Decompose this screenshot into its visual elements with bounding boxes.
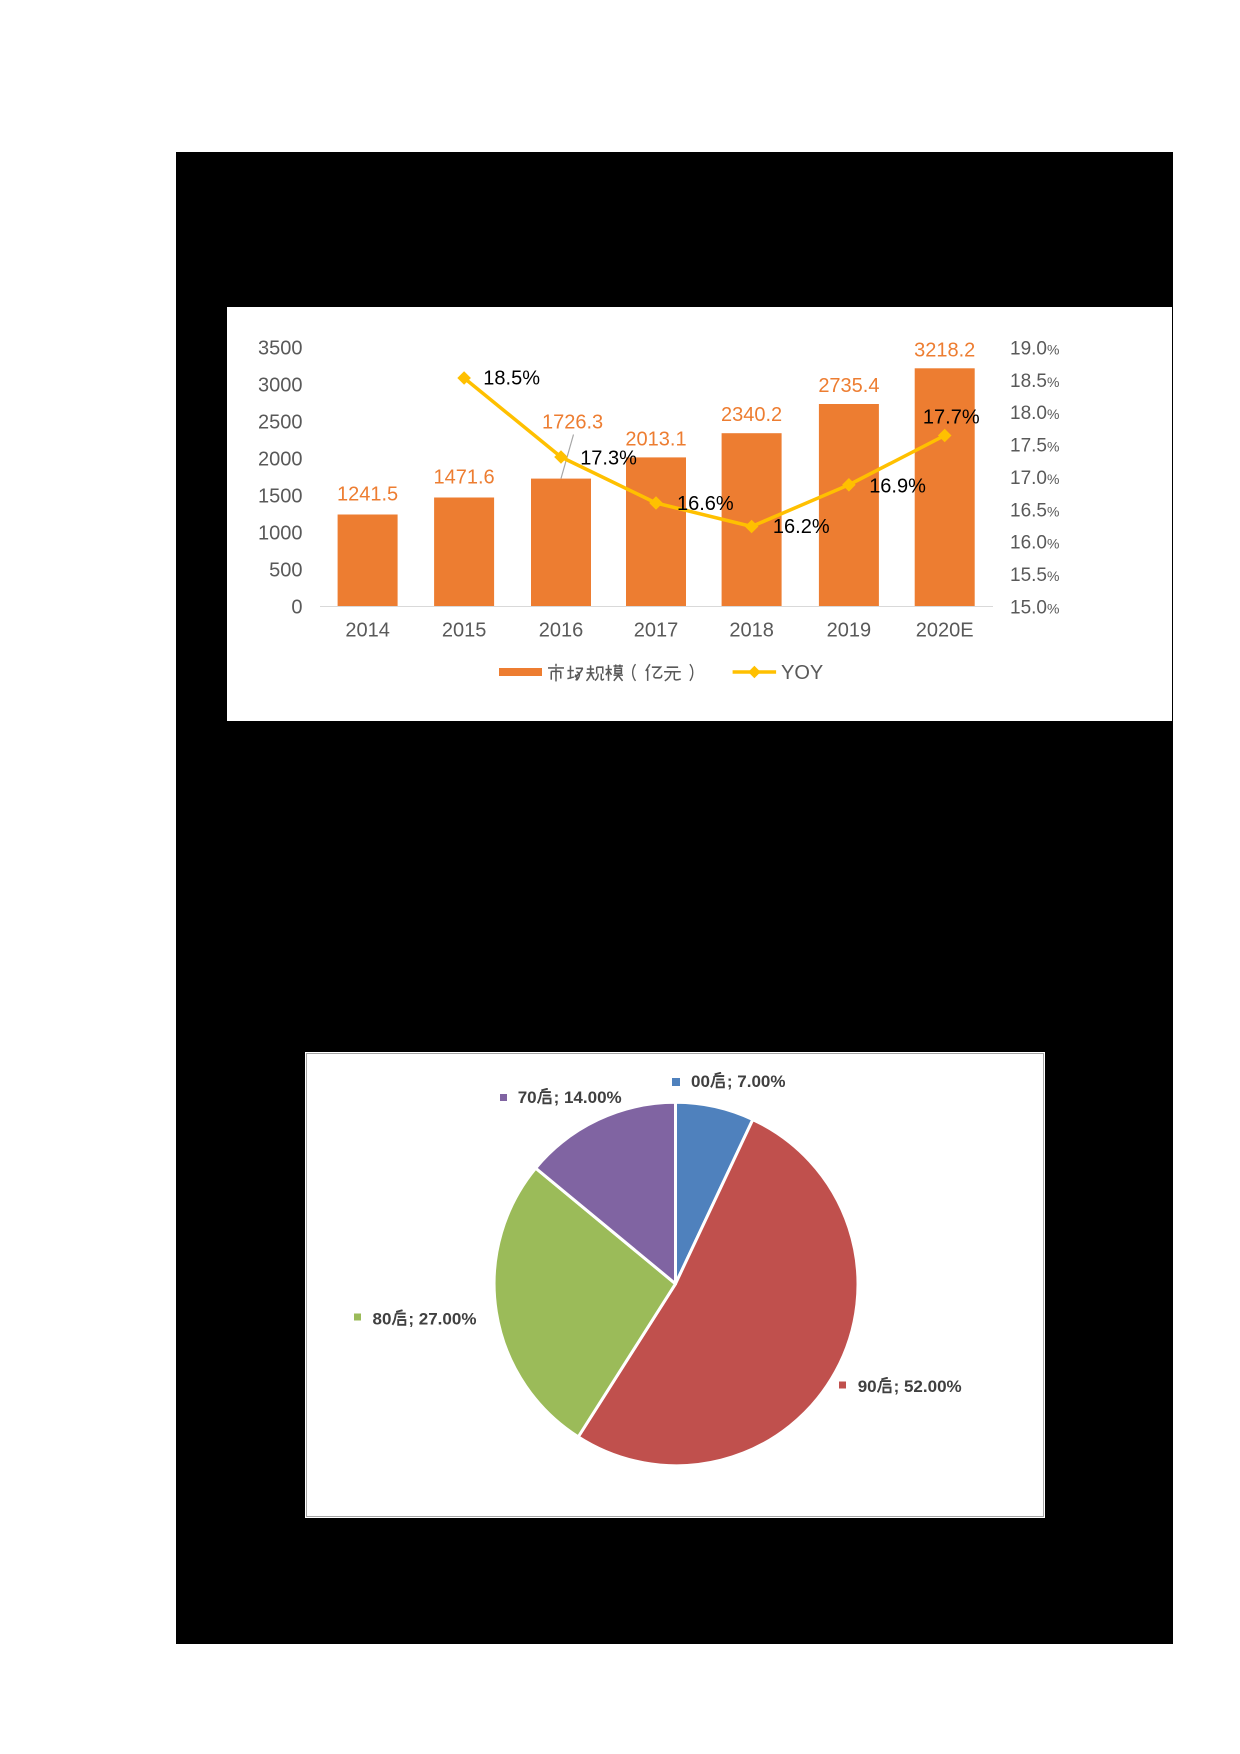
svg-text:2017: 2017 <box>634 620 679 642</box>
svg-text:16.5%: 16.5% <box>1010 500 1059 521</box>
svg-text:2013.1: 2013.1 <box>625 428 686 450</box>
svg-text:2014: 2014 <box>345 620 390 642</box>
svg-text:16.2%: 16.2% <box>773 516 830 538</box>
svg-text:YOY: YOY <box>781 662 823 684</box>
svg-text:16.9%: 16.9% <box>869 476 926 498</box>
svg-text:3218.2: 3218.2 <box>914 339 975 361</box>
svg-text:17.7%: 17.7% <box>923 406 980 428</box>
svg-text:3000: 3000 <box>258 375 303 397</box>
svg-text:2019: 2019 <box>827 620 872 642</box>
svg-text:3500: 3500 <box>258 338 303 360</box>
svg-text:1471.6: 1471.6 <box>434 467 495 489</box>
svg-text:1000: 1000 <box>258 522 303 544</box>
svg-text:80: 80 <box>373 1310 392 1329</box>
svg-text:2018: 2018 <box>729 620 774 642</box>
svg-text:15.5%: 15.5% <box>1010 565 1059 586</box>
svg-text:; 27.00%: ; 27.00% <box>408 1310 476 1329</box>
svg-text:16.6%: 16.6% <box>677 493 734 515</box>
svg-text:2015: 2015 <box>442 620 487 642</box>
svg-text:19.0%: 19.0% <box>1010 339 1059 360</box>
svg-text:1241.5: 1241.5 <box>337 484 398 506</box>
svg-text:18.0%: 18.0% <box>1010 403 1059 424</box>
svg-text:18.5%: 18.5% <box>483 367 540 389</box>
svg-text:70: 70 <box>518 1088 537 1107</box>
svg-text:; 7.00%: ; 7.00% <box>727 1072 786 1091</box>
svg-text:2340.2: 2340.2 <box>721 404 782 426</box>
svg-text:2735.4: 2735.4 <box>818 375 879 397</box>
svg-text:18.5%: 18.5% <box>1010 371 1059 392</box>
svg-text:2016: 2016 <box>539 620 584 642</box>
svg-text:1726.3: 1726.3 <box>542 412 603 434</box>
svg-text:16.0%: 16.0% <box>1010 533 1059 554</box>
svg-text:; 52.00%: ; 52.00% <box>894 1377 962 1396</box>
svg-text:; 14.00%: ; 14.00% <box>554 1088 622 1107</box>
svg-text:500: 500 <box>269 559 302 581</box>
svg-text:2500: 2500 <box>258 412 303 434</box>
svg-text:00: 00 <box>691 1072 710 1091</box>
svg-text:2000: 2000 <box>258 448 303 470</box>
svg-text:90: 90 <box>858 1377 877 1396</box>
svg-text:17.3%: 17.3% <box>580 447 637 469</box>
svg-text:2020E: 2020E <box>916 620 974 642</box>
svg-text:17.5%: 17.5% <box>1010 436 1059 457</box>
svg-text:1500: 1500 <box>258 485 303 507</box>
svg-text:17.0%: 17.0% <box>1010 468 1059 489</box>
svg-text:0: 0 <box>291 596 302 618</box>
svg-text:15.0%: 15.0% <box>1010 597 1059 618</box>
